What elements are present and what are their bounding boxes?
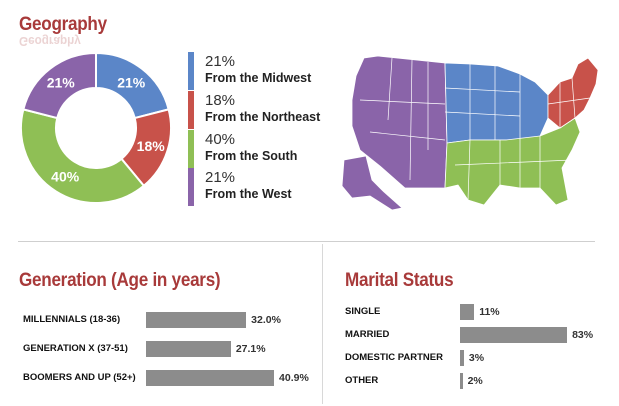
- generation-row-bar: [146, 312, 247, 328]
- marital-row-bar: [460, 350, 464, 366]
- legend-swatch-northeast: [188, 91, 194, 129]
- marital-row-label: MARRIED: [345, 329, 390, 340]
- generation-row-value: 27.1%: [235, 343, 266, 355]
- map-region-west: [351, 55, 448, 189]
- legend-swatch-south: [188, 130, 194, 168]
- donut-slice-south: [20, 108, 146, 204]
- generation-row-label: MILLENNIALS (18-36): [23, 314, 121, 325]
- generation-row-label: BOOMERS AND UP (52+): [23, 372, 136, 383]
- marital-row-label: SINGLE: [345, 306, 381, 317]
- legend-label-south: From the South: [205, 149, 298, 163]
- legend-swatch-midwest: [188, 52, 194, 90]
- section-divider-vertical: [322, 244, 323, 404]
- donut-label-northeast: 18%: [137, 138, 166, 154]
- marital-status-title: Marital Status: [345, 270, 454, 291]
- legend-pct-northeast: 18%: [205, 92, 236, 109]
- generation-row-value: 32.0%: [251, 314, 281, 326]
- legend-pct-west: 21%: [205, 169, 236, 186]
- generation-title: Generation (Age in years): [19, 270, 221, 291]
- donut-label-midwest: 21%: [117, 75, 146, 91]
- marital-row-bar: [460, 327, 568, 343]
- generation-row-label: GENERATION X (37-51): [23, 343, 128, 354]
- section-divider-horizontal: [18, 241, 595, 242]
- generation-row-bar: [146, 370, 275, 386]
- legend-pct-midwest: 21%: [205, 53, 236, 70]
- generation-row-bar: [146, 341, 231, 357]
- geography-title: Geography: [19, 14, 107, 35]
- legend-swatch-west: [188, 168, 194, 206]
- marital-row-value: 11%: [479, 306, 500, 318]
- donut-label-south: 40%: [51, 169, 80, 185]
- marital-row-value: 3%: [468, 352, 485, 364]
- legend-label-west: From the West: [205, 187, 292, 201]
- marital-row-bar: [460, 373, 463, 389]
- legend-label-northeast: From the Northeast: [205, 110, 321, 124]
- map-region-alaska: [341, 155, 403, 211]
- marital-row-value: 83%: [572, 329, 594, 341]
- map-region-midwest: [444, 62, 549, 144]
- legend-label-midwest: From the Midwest: [205, 71, 312, 85]
- marital-row-bar: [460, 304, 475, 320]
- legend-pct-south: 40%: [205, 131, 236, 148]
- marital-row-label: DOMESTIC PARTNER: [345, 352, 443, 363]
- marital-row-value: 2%: [467, 375, 483, 387]
- donut-slice-west: [22, 51, 97, 120]
- marital-row-label: OTHER: [345, 375, 379, 386]
- donut-label-west: 21%: [47, 75, 76, 91]
- generation-row-value: 40.9%: [279, 372, 309, 384]
